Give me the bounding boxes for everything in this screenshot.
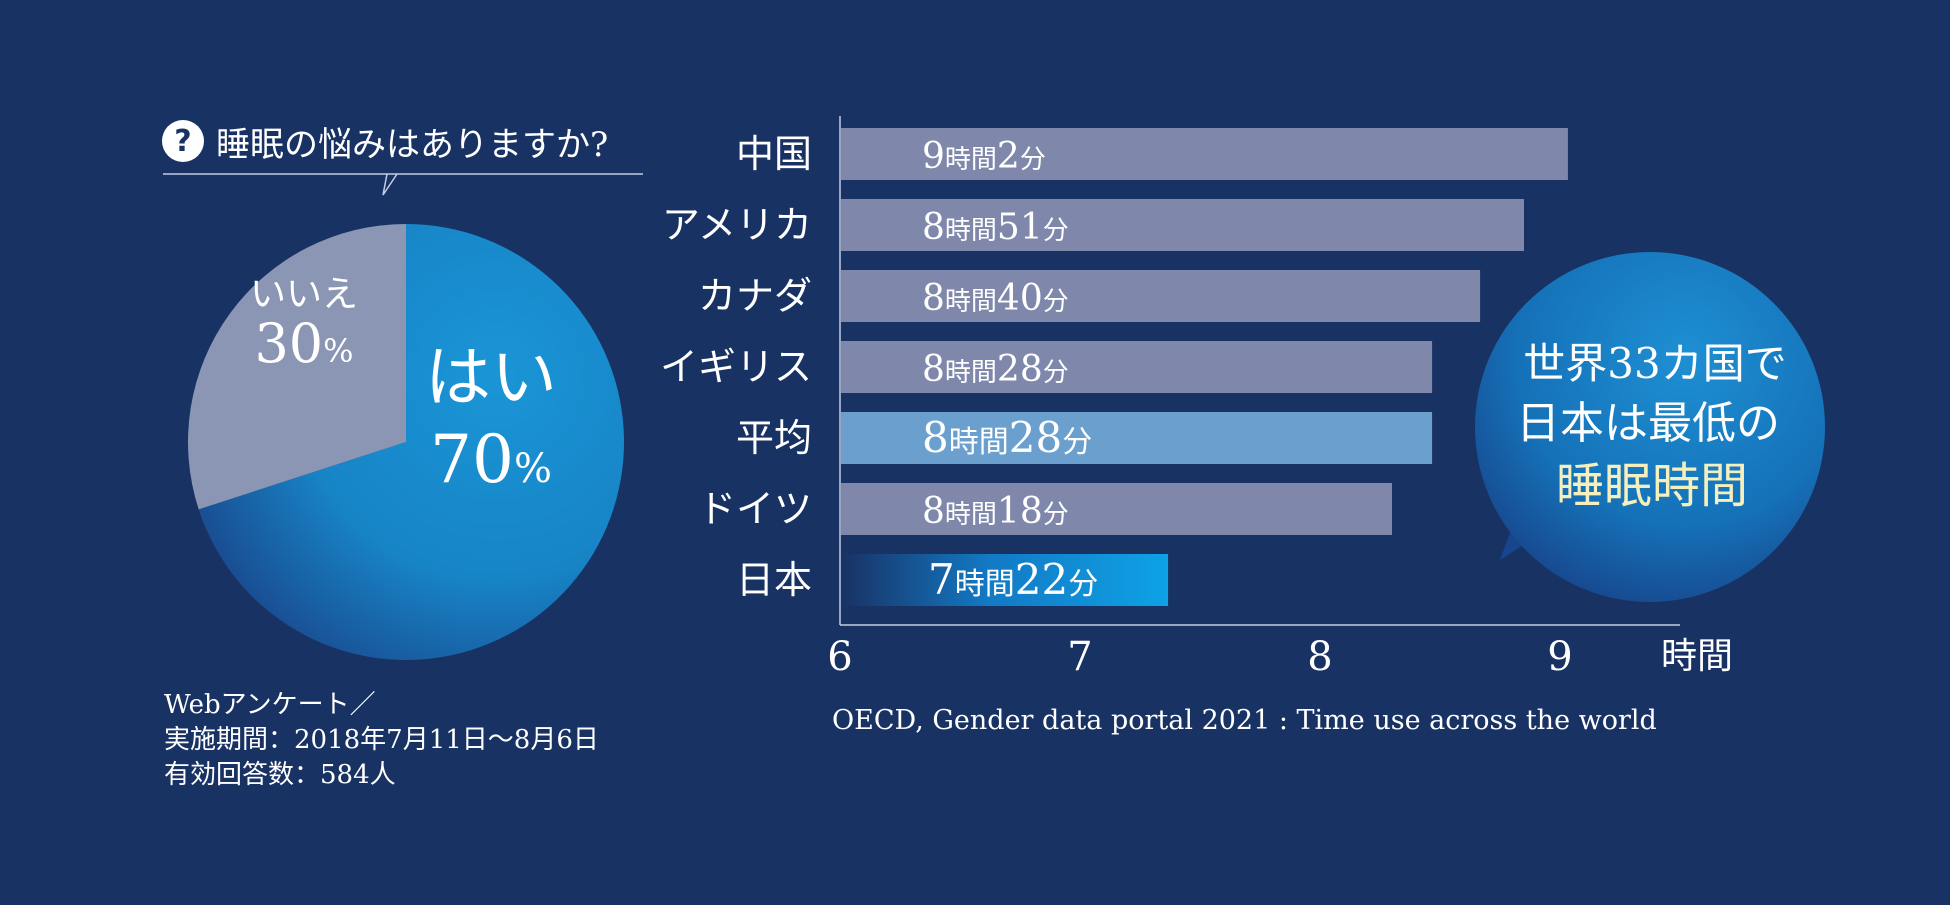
x-tick-label-1: 7 bbox=[1067, 634, 1092, 680]
bar-2 bbox=[841, 270, 1481, 322]
x-tick-label-3: 9 bbox=[1547, 634, 1572, 680]
survey-note-line-3: 有効回答数：584人 bbox=[164, 760, 396, 790]
question-underline bbox=[163, 173, 643, 196]
bar-value-label-0: 9時間2分 bbox=[922, 136, 1046, 177]
category-label-0: 中国 bbox=[736, 132, 812, 176]
x-tick-label-2: 8 bbox=[1307, 634, 1332, 680]
bar-6 bbox=[841, 554, 1169, 606]
bar-0 bbox=[841, 128, 1568, 180]
survey-note-line-1: Webアンケート／ bbox=[164, 690, 376, 720]
callout-bubble-circle bbox=[1475, 252, 1825, 602]
callout-line-2: 日本は最低の bbox=[1516, 398, 1780, 449]
pie-slice-no bbox=[188, 224, 406, 510]
category-label-4: 平均 bbox=[736, 416, 812, 460]
bar-value-label-4: 8時間28分 bbox=[922, 413, 1092, 462]
category-label-5: ドイツ bbox=[698, 487, 812, 531]
pie-slice-yes bbox=[198, 224, 624, 660]
category-label-3: イギリス bbox=[660, 345, 812, 389]
category-label-2: カナダ bbox=[698, 274, 812, 318]
pie-value-no: 30% bbox=[254, 312, 353, 375]
callout-line-3: 睡眠時間 bbox=[1556, 458, 1748, 514]
bar-value-label-3: 8時間28分 bbox=[922, 349, 1069, 390]
bar-value-label-5: 8時間18分 bbox=[922, 491, 1069, 532]
category-label-6: 日本 bbox=[736, 558, 812, 602]
survey-question-text: 睡眠の悩みはありますか? bbox=[216, 124, 609, 165]
survey-note-line-2: 実施期間：2018年7月11日〜8月6日 bbox=[164, 725, 599, 755]
bar-value-label-6: 7時間22分 bbox=[928, 555, 1098, 604]
pie-label-no: いいえ bbox=[250, 274, 358, 315]
survey-question: ? 睡眠の悩みはありますか? bbox=[162, 116, 608, 166]
source-note: OECD, Gender data portal 2021 : Time use… bbox=[832, 705, 1657, 736]
bar-1 bbox=[841, 199, 1524, 251]
category-label-1: アメリカ bbox=[662, 203, 812, 247]
pie-value-yes: 70% bbox=[430, 421, 552, 498]
x-axis-title: 時間 bbox=[1661, 636, 1733, 677]
pie-label-yes: はい bbox=[425, 339, 557, 416]
bar-value-label-2: 8時間40分 bbox=[922, 278, 1069, 319]
bar-3 bbox=[841, 341, 1433, 393]
x-tick-label-0: 6 bbox=[827, 634, 852, 680]
survey-note: Webアンケート／ 実施期間：2018年7月11日〜8月6日 有効回答数：584… bbox=[164, 688, 599, 793]
bar-value-label-1: 8時間51分 bbox=[922, 207, 1069, 248]
question-icon: ? bbox=[162, 120, 204, 162]
bar-5 bbox=[841, 483, 1392, 535]
callout-bubble: 世界33カ国で 日本は最低の 睡眠時間 bbox=[1475, 252, 1825, 602]
bar-4 bbox=[841, 412, 1433, 464]
callout-line-1: 世界33カ国で bbox=[1523, 339, 1786, 388]
